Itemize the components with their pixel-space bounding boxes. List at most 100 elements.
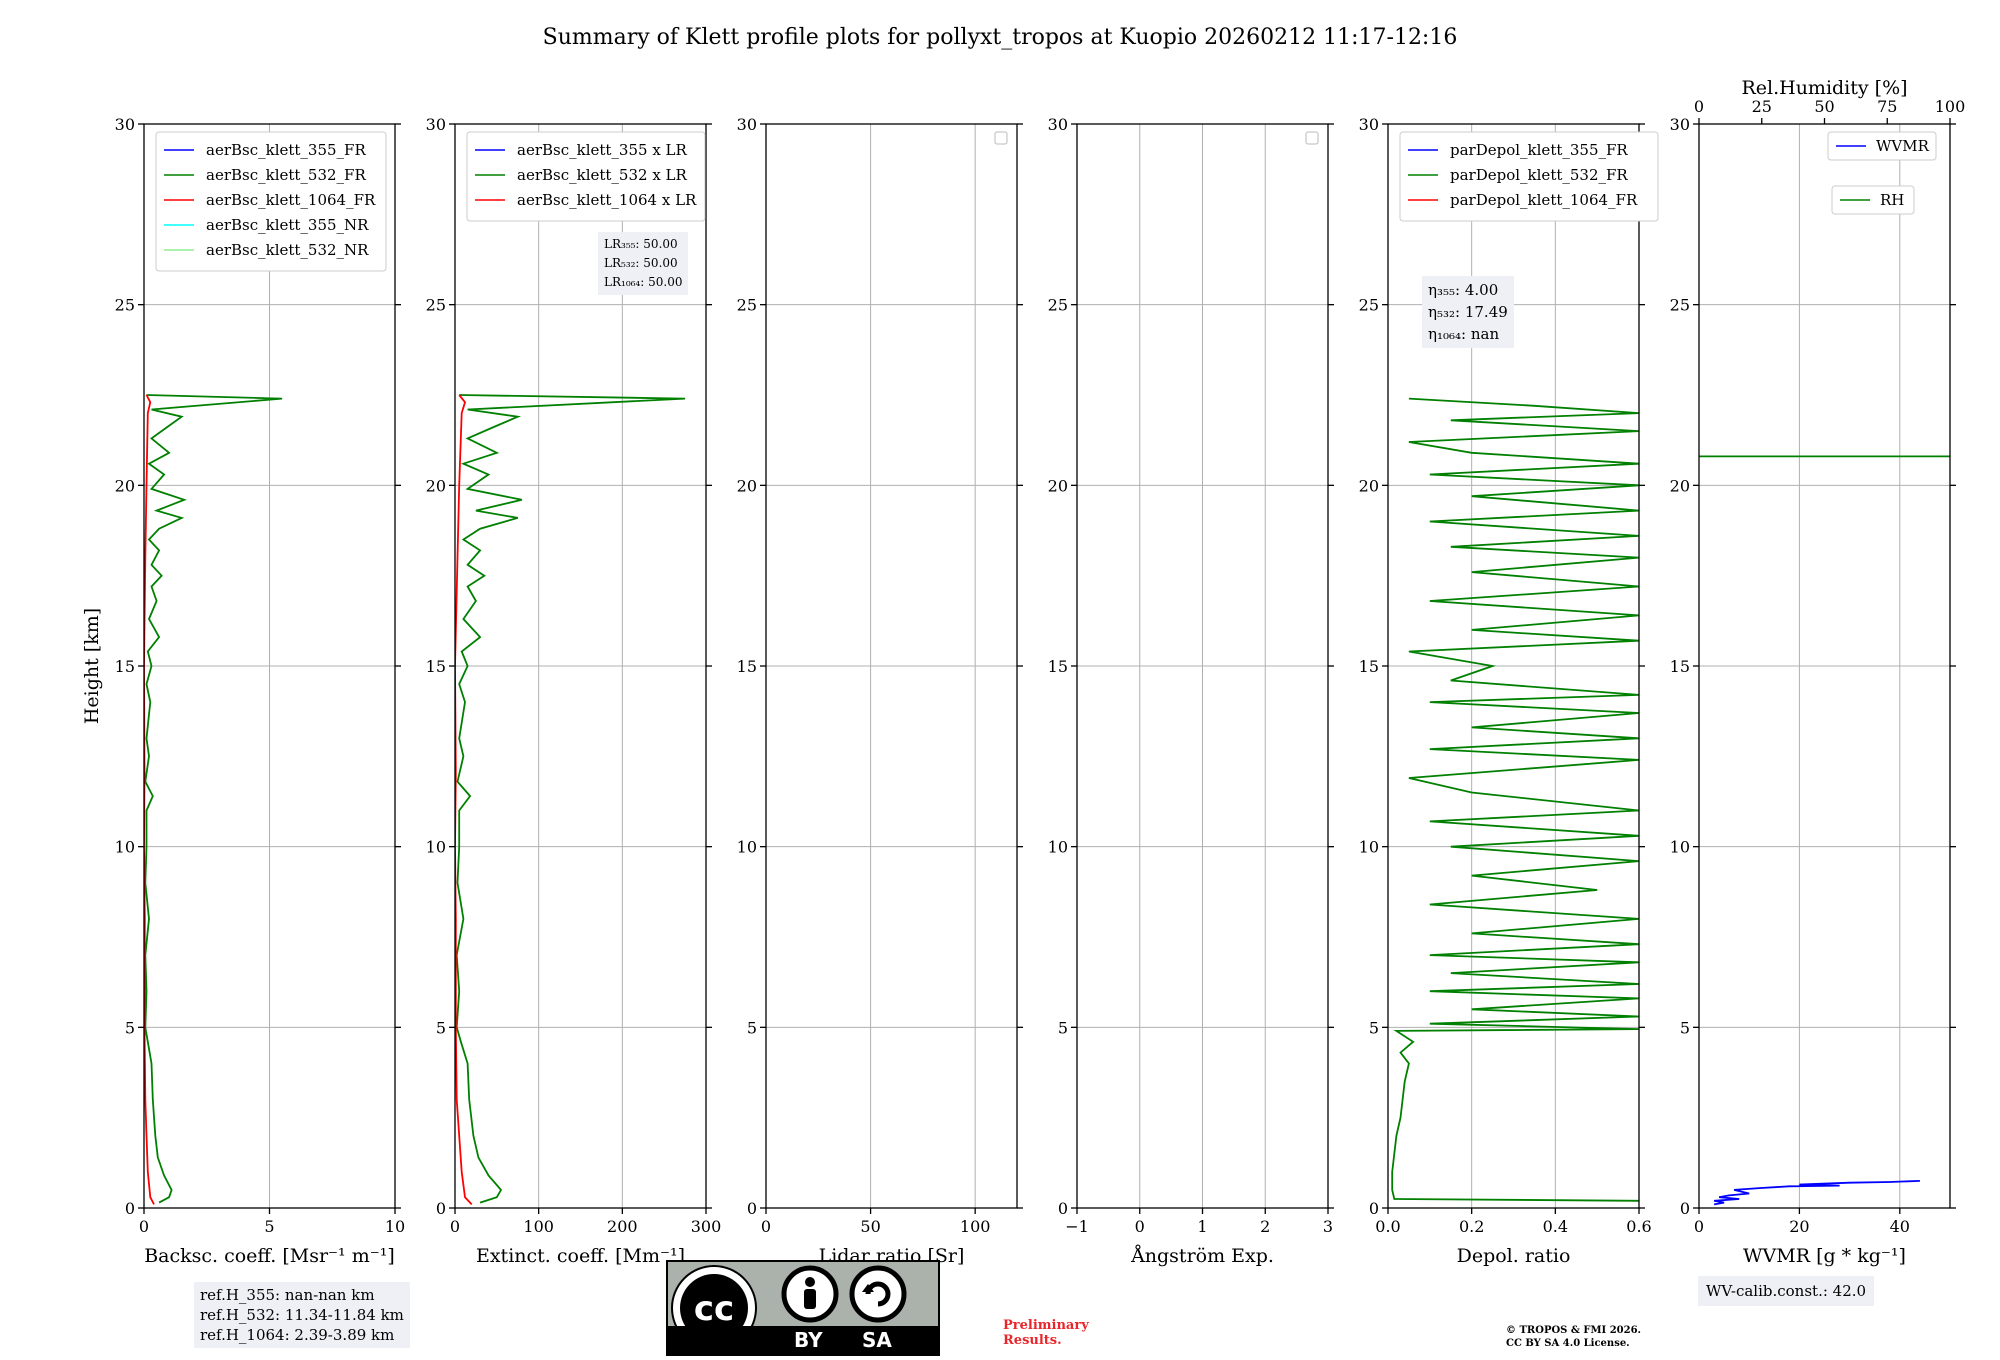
sa-arrow-icon [849, 1265, 907, 1323]
series-group [144, 394, 283, 1205]
x-tick-label: 0 [1694, 1217, 1704, 1236]
y-tick-label: 20 [1048, 476, 1068, 495]
top-x-tick-label: 0 [1694, 97, 1704, 116]
cc-badge-graphic: cc [671, 1265, 907, 1351]
legend-box-rh [1831, 185, 1915, 215]
x-tick-label: 0 [450, 1217, 460, 1236]
x-tick-label: 50 [860, 1217, 880, 1236]
empty-legend-box [1305, 131, 1319, 145]
y-tick-label: 0 [1369, 1199, 1379, 1218]
legend-label: aerBsc_klett_1064_FR [206, 191, 376, 209]
y-tick-label: 20 [737, 476, 757, 495]
x-tick-label: 20 [1789, 1217, 1809, 1236]
legend-label: WVMR [1876, 137, 1930, 155]
series-line-WVMR [1713, 1180, 1920, 1206]
by-person-body [804, 1289, 816, 1309]
y-tick-label: 10 [115, 838, 135, 857]
y-tick-label: 0 [125, 1199, 135, 1218]
x-tick-label: 5 [264, 1217, 274, 1236]
y-tick-label: 30 [1048, 115, 1068, 134]
sa-arrow-head [862, 1284, 874, 1292]
legend-box [1399, 131, 1659, 222]
y-tick-label: 30 [426, 115, 446, 134]
lr-532: LR₅₃₂: 50.00 [604, 256, 678, 270]
eta-532: η₅₃₂: 17.49 [1428, 303, 1508, 321]
x-axis-label: Extinct. coeff. [Mm⁻¹] [476, 1245, 685, 1267]
y-tick-label: 10 [1048, 838, 1068, 857]
y-tick-label: 5 [1680, 1018, 1690, 1037]
x-tick-label: 0.6 [1626, 1217, 1651, 1236]
legend-label: RH [1880, 191, 1904, 209]
series-group [1699, 455, 1950, 1206]
series-line-aerBsc_klett_1064_FR [144, 394, 155, 1205]
reference-height-box: ref.H_355: nan-nan km ref.H_532: 11.34-1… [194, 1282, 410, 1348]
y-tick-label: 25 [115, 296, 135, 315]
legend-label: aerBsc_klett_532_FR [206, 166, 366, 184]
cc-logo-disc [680, 1274, 748, 1342]
x-tick-label: 0.0 [1375, 1217, 1400, 1236]
y-tick-label: 15 [737, 657, 757, 676]
y-tick-label: 5 [1369, 1018, 1379, 1037]
x-axis-label: Backsc. coeff. [Msr⁻¹ m⁻¹] [144, 1245, 395, 1267]
y-tick-label: 15 [1359, 657, 1379, 676]
y-tick-label: 10 [1670, 838, 1690, 857]
y-tick-label: 20 [426, 476, 446, 495]
y-tick-label: 0 [747, 1199, 757, 1218]
legend-label: aerBsc_klett_1064 x LR [517, 191, 697, 209]
legend-label: aerBsc_klett_532 x LR [517, 166, 688, 184]
y-tick-label: 30 [1670, 115, 1690, 134]
panel-depol: 0.0 0.2 0.4 0.6 0 5 10 15 20 25 30 Depol. ratio parD… [1359, 115, 1659, 1267]
top-x-tick-label: 75 [1877, 97, 1897, 116]
x-axis-label: WVMR [g * kg⁻¹] [1743, 1245, 1906, 1267]
legend-label: parDepol_klett_1064_FR [1450, 191, 1638, 209]
legend-box-wvmr [1827, 131, 1937, 161]
top-x-axis-label: Rel.Humidity [%] [1741, 77, 1907, 99]
y-tick-label: 25 [426, 296, 446, 315]
top-x-tick-label: 25 [1752, 97, 1772, 116]
legend-label: aerBsc_klett_355_FR [206, 141, 366, 159]
y-tick-label: 0 [1058, 1199, 1068, 1218]
cc-badge-bar [668, 1326, 938, 1354]
wv-calib-text: WV-calib.const.: 42.0 [1706, 1282, 1867, 1300]
ref-height-1064: ref.H_1064: 2.39-3.89 km [200, 1326, 395, 1344]
y-tick-label: 15 [426, 657, 446, 676]
empty-legend-box [994, 131, 1008, 145]
eta-box: η₃₅₅: 4.00 η₅₃₂: 17.49 η₁₀₆₄: nan [1422, 276, 1514, 348]
copyright-line-1: © TROPOS & FMI 2026. [1506, 1325, 1642, 1336]
x-tick-label: 2 [1260, 1217, 1270, 1236]
y-tick-label: 20 [1359, 476, 1379, 495]
legend-box [466, 131, 706, 222]
legend-label: parDepol_klett_355_FR [1450, 141, 1628, 159]
x-tick-label: −1 [1065, 1217, 1089, 1236]
legend-label: aerBsc_klett_355 x LR [517, 141, 688, 159]
preliminary-line-2: Results. [1003, 1333, 1062, 1348]
cc-license-badge: cc BY SA [666, 1260, 940, 1356]
x-axis-label: Ångström Exp. [1130, 1245, 1274, 1267]
copyright-note: © TROPOS & FMI 2026. CC BY SA 4.0 Licens… [1506, 1324, 1641, 1350]
legend-label: parDepol_klett_532_FR [1450, 166, 1628, 184]
by-person-head [805, 1277, 815, 1287]
eta-355: η₃₅₅: 4.00 [1428, 281, 1499, 299]
preliminary-line-1: Preliminary [1003, 1318, 1089, 1333]
x-tick-label: 100 [960, 1217, 991, 1236]
x-tick-label: 0.4 [1543, 1217, 1568, 1236]
y-tick-label: 15 [115, 657, 135, 676]
y-tick-label: 25 [737, 296, 757, 315]
preliminary-note: Preliminary Results. [1003, 1318, 1089, 1348]
x-axis-label: Depol. ratio [1457, 1245, 1571, 1267]
legend-label: aerBsc_klett_532_NR [206, 241, 369, 259]
y-tick-label: 20 [1670, 476, 1690, 495]
lr-1064: LR₁₀₆₄: 50.00 [604, 275, 683, 289]
x-tick-label: 200 [607, 1217, 638, 1236]
y-tick-label: 25 [1670, 296, 1690, 315]
y-tick-label: 10 [426, 838, 446, 857]
lidar-ratio-box: LR₃₅₅: 50.00 LR₅₃₂: 50.00 LR₁₀₆₄: 50.00 [598, 232, 689, 295]
y-tick-label: 5 [125, 1018, 135, 1037]
y-tick-label: 10 [737, 838, 757, 857]
license-sa-label: SA [862, 1328, 892, 1352]
y-tick-label: 10 [1359, 838, 1379, 857]
license-by-label: BY [794, 1328, 823, 1352]
